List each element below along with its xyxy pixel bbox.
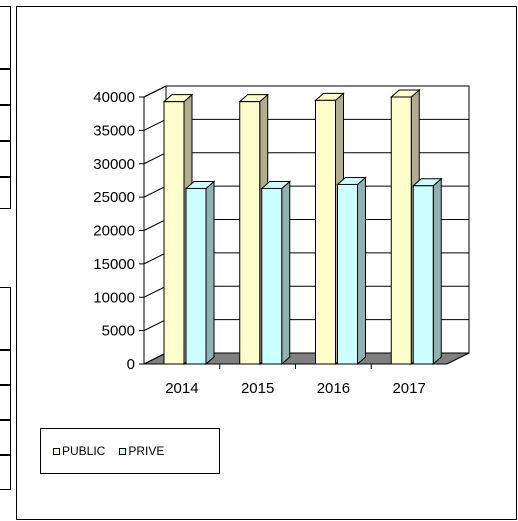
y-tick-label: 5000 <box>102 323 135 340</box>
chart-tick-labels: 0 5000 10000 15000 20000 25000 30000 35000 40000… <box>93 89 426 397</box>
y-tick-label: 25000 <box>93 189 135 206</box>
legend-item-prive: PRIVE <box>119 444 164 458</box>
legend-swatch-prive <box>119 447 127 455</box>
y-tick-label: 30000 <box>93 156 135 173</box>
x-tick-label: 2016 <box>317 380 350 397</box>
chart-legend: PUBLIC PRIVE <box>40 428 220 474</box>
bar-front <box>337 183 358 365</box>
bar-prive-2014 <box>184 180 216 366</box>
y-tick-label: 35000 <box>93 122 135 139</box>
side-cell <box>0 455 11 490</box>
side-cell <box>0 287 11 350</box>
bar-prive-2015 <box>260 180 292 366</box>
side-cell <box>0 141 11 177</box>
x-tick-label: 2015 <box>241 380 274 397</box>
y-tick-label: 15000 <box>93 256 135 273</box>
side-cell <box>0 69 11 105</box>
legend-swatch-public <box>53 447 60 455</box>
y-tick-label: 10000 <box>93 289 135 306</box>
side-cell <box>0 177 11 209</box>
chart-bars <box>162 88 443 366</box>
bar-side <box>281 180 291 366</box>
bar-front <box>185 187 207 365</box>
y-tick-label: 20000 <box>93 223 135 240</box>
side-cell <box>0 350 11 385</box>
legend-label-prive: PRIVE <box>128 444 165 458</box>
legend-label-public: PUBLIC <box>62 444 106 458</box>
x-tick-label: 2014 <box>165 380 198 397</box>
bar-front <box>163 101 185 365</box>
y-tick-label: 0 <box>127 356 135 373</box>
chart-axes <box>139 96 447 369</box>
bar-side <box>357 176 366 366</box>
gridline <box>143 85 469 98</box>
x-tick-label: 2017 <box>392 380 425 397</box>
legend-item-public: PUBLIC <box>53 444 105 458</box>
bar-front <box>412 185 434 365</box>
bar-front <box>261 187 283 365</box>
side-cell <box>0 385 11 420</box>
bar-prive-2017 <box>411 177 443 366</box>
bar-side <box>205 180 215 366</box>
bar-prive-2016 <box>336 176 367 366</box>
bar-front <box>239 101 261 365</box>
side-cell <box>0 420 11 455</box>
bar-side <box>432 177 442 366</box>
bar-front <box>315 99 336 365</box>
bar-front <box>390 96 412 365</box>
side-cell <box>0 105 11 141</box>
side-cell <box>0 6 11 69</box>
y-tick-label: 40000 <box>93 89 135 106</box>
